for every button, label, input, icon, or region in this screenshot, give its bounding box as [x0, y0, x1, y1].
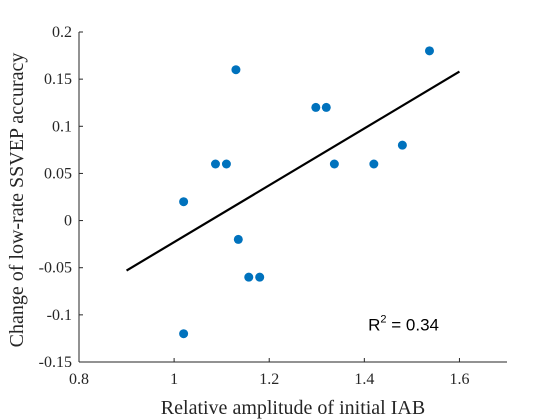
y-tick-label: 0: [64, 213, 72, 230]
data-point: [397, 140, 407, 150]
data-point: [369, 159, 379, 169]
annotation-value: = 0.34: [387, 315, 439, 334]
y-tick-label: 0.2: [52, 24, 72, 41]
y-tick-label: -0.05: [39, 260, 72, 277]
regression-line: [125, 70, 461, 272]
x-axis-label: Relative amplitude of initial IAB: [161, 397, 425, 419]
r-squared-annotation: R2 = 0.34: [368, 313, 439, 334]
data-points: [179, 46, 434, 339]
x-tick-label: 1: [170, 371, 178, 388]
x-tick-label: 0.8: [69, 371, 89, 388]
y-axis-label: Change of low-rate SSVEP accuracy: [6, 53, 28, 348]
data-point: [179, 197, 189, 207]
x-tick-label: 1.6: [449, 371, 469, 388]
y-tick-label: 0.15: [44, 71, 72, 88]
data-point: [244, 272, 254, 282]
y-axis-ticks: -0.15 -0.1 -0.05 0 0.05 0.1 0.15 0.2: [39, 24, 83, 371]
y-tick-label: 0.05: [44, 165, 72, 182]
data-point: [221, 159, 231, 169]
axes: [78, 32, 507, 363]
data-point: [311, 102, 321, 112]
x-axis-ticks: 0.8 1 1.2 1.4 1.6: [69, 358, 469, 388]
data-point: [179, 329, 189, 339]
y-tick-label: -0.15: [39, 354, 72, 371]
data-point: [255, 272, 265, 282]
data-point: [210, 159, 220, 169]
data-point: [424, 46, 434, 56]
data-point: [329, 159, 339, 169]
regression-line-group: [125, 70, 461, 272]
y-tick-label: 0.1: [52, 118, 72, 135]
data-point: [321, 102, 331, 112]
x-tick-label: 1.2: [259, 371, 279, 388]
data-point: [233, 234, 243, 244]
data-point: [231, 65, 241, 75]
x-tick-label: 1.4: [354, 371, 374, 388]
annotation-superscript: 2: [380, 313, 386, 325]
y-tick-label: -0.1: [47, 307, 72, 324]
annotation-r: R: [368, 315, 380, 334]
